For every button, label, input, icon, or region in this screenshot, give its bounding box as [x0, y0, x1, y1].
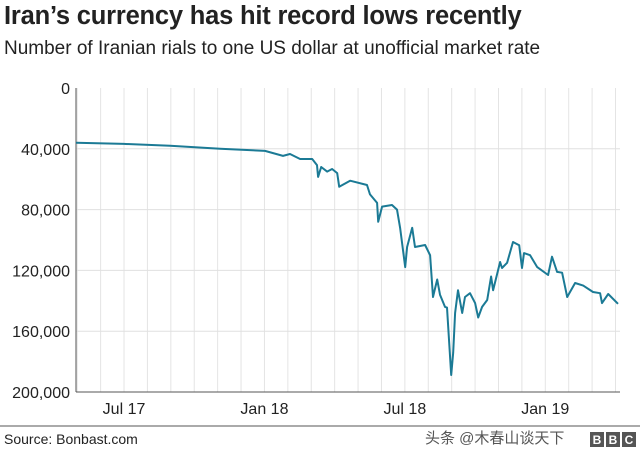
- grid: [76, 88, 620, 392]
- y-tick-label: 80,000: [21, 203, 70, 220]
- source-note: Source: Bonbast.com: [4, 431, 138, 447]
- logo-letter: B: [590, 432, 604, 447]
- series-line-rial-usd: [75, 141, 619, 376]
- x-tick-label: Jul 17: [103, 401, 146, 418]
- y-axis: 0 40,000 80,000 120,000 160,000 200,000: [12, 81, 77, 402]
- x-axis: Jul 17 Jan 18 Jul 18 Jan 19: [76, 391, 620, 418]
- y-tick-label: 40,000: [21, 142, 70, 159]
- bbc-logo: B B C: [590, 432, 636, 447]
- y-tick-label: 160,000: [12, 324, 70, 341]
- y-tick-label: 0: [61, 81, 70, 98]
- y-tick-label: 120,000: [12, 263, 70, 280]
- chart-title: Iran’s currency has hit record lows rece…: [4, 2, 522, 30]
- x-tick-label: Jan 18: [240, 401, 288, 418]
- y-tick-label: 200,000: [12, 385, 70, 402]
- chart-subtitle: Number of Iranian rials to one US dollar…: [4, 38, 541, 59]
- x-tick-label: Jan 19: [521, 401, 569, 418]
- x-tick-label: Jul 18: [384, 401, 427, 418]
- series: [75, 141, 619, 376]
- watermark: 头条 @木春山谈天下: [425, 430, 565, 447]
- logo-letter: B: [606, 432, 620, 447]
- logo-letter: C: [622, 432, 636, 447]
